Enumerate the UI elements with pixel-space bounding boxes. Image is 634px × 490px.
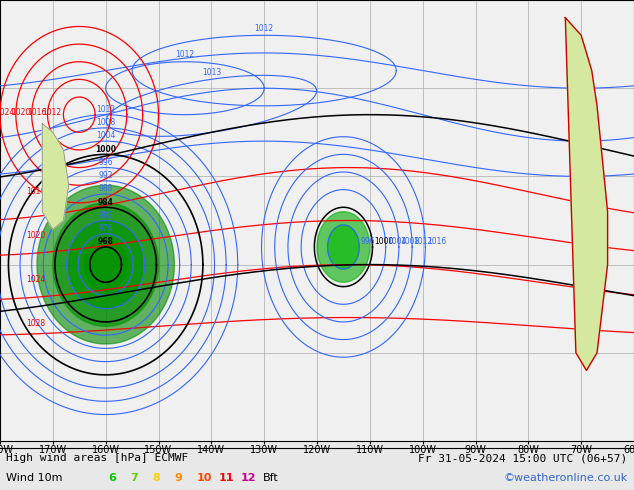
Text: 1024: 1024 xyxy=(27,275,46,284)
Text: ©weatheronline.co.uk: ©weatheronline.co.uk xyxy=(503,473,628,483)
Polygon shape xyxy=(53,203,158,326)
Text: 996: 996 xyxy=(361,237,375,246)
Text: 1012: 1012 xyxy=(176,50,195,59)
Polygon shape xyxy=(42,123,68,229)
Text: Fr 31-05-2024 15:00 UTC (06+57): Fr 31-05-2024 15:00 UTC (06+57) xyxy=(418,453,628,463)
Text: 1013: 1013 xyxy=(202,68,221,77)
Text: 10: 10 xyxy=(197,473,212,483)
Text: 11: 11 xyxy=(219,473,234,483)
Text: 1008: 1008 xyxy=(401,237,420,246)
Text: 1012: 1012 xyxy=(96,105,115,114)
Text: 9: 9 xyxy=(174,473,182,483)
Text: 1020: 1020 xyxy=(11,108,30,117)
Text: 1028: 1028 xyxy=(27,319,46,328)
Text: Bft: Bft xyxy=(263,473,279,483)
Text: 1012: 1012 xyxy=(42,108,61,117)
Text: 1012: 1012 xyxy=(255,24,274,33)
Text: 996: 996 xyxy=(98,158,113,167)
Text: 1008: 1008 xyxy=(96,118,115,127)
Polygon shape xyxy=(328,225,359,269)
Text: 6: 6 xyxy=(108,473,115,483)
Text: 988: 988 xyxy=(98,184,113,194)
Text: 982: 982 xyxy=(98,211,113,220)
Text: 1020: 1020 xyxy=(27,231,46,240)
Text: 1024: 1024 xyxy=(0,108,14,117)
Polygon shape xyxy=(317,212,370,282)
Text: High wind areas [hPa] ECMWF: High wind areas [hPa] ECMWF xyxy=(6,453,188,463)
Polygon shape xyxy=(68,220,143,309)
Text: 976: 976 xyxy=(98,224,113,233)
Text: 1016: 1016 xyxy=(27,108,46,117)
Text: 1000: 1000 xyxy=(374,237,394,246)
Text: 984: 984 xyxy=(98,197,113,207)
Text: 968: 968 xyxy=(98,237,113,246)
Text: 8: 8 xyxy=(152,473,160,483)
Text: 12: 12 xyxy=(241,473,256,483)
Text: 1016: 1016 xyxy=(427,237,446,246)
Text: 1016: 1016 xyxy=(27,187,46,196)
Text: 1012: 1012 xyxy=(413,237,433,246)
Text: Wind 10m: Wind 10m xyxy=(6,473,63,483)
Text: 1004: 1004 xyxy=(96,131,115,141)
Text: 1000: 1000 xyxy=(95,145,116,154)
Polygon shape xyxy=(84,238,127,291)
Text: 1004: 1004 xyxy=(387,237,406,246)
Text: 7: 7 xyxy=(130,473,138,483)
Polygon shape xyxy=(37,185,174,344)
Text: 992: 992 xyxy=(98,171,113,180)
Polygon shape xyxy=(566,18,607,370)
